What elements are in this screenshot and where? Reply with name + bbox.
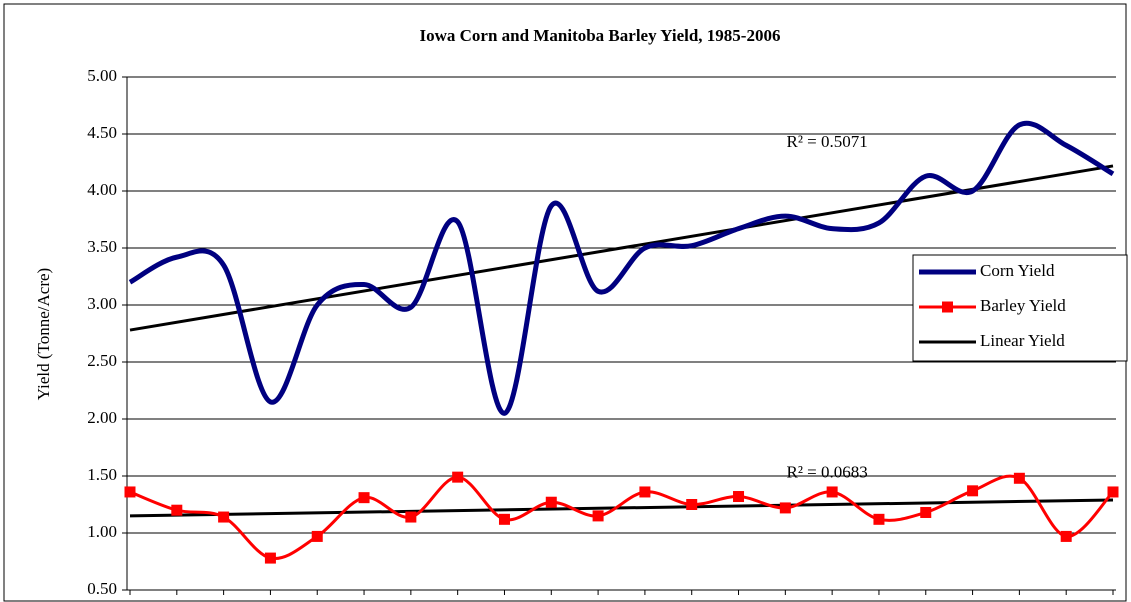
y-tick-label: 4.50 — [87, 123, 117, 142]
marker — [826, 486, 838, 498]
marker — [1107, 486, 1119, 498]
x-tick-label: 2005 — [1049, 598, 1083, 602]
x-tick-label: 1987 — [207, 598, 242, 602]
legend-label: Corn Yield — [980, 261, 1055, 280]
y-tick-label: 3.00 — [87, 294, 117, 313]
y-axis-label: Yield (Tonne/Acre) — [34, 268, 53, 400]
marker — [1060, 530, 1072, 542]
x-tick-label: 1999 — [768, 598, 802, 602]
y-tick-label: 2.50 — [87, 351, 117, 370]
y-tick-label: 1.50 — [87, 465, 117, 484]
marker — [639, 486, 651, 498]
x-tick-label: 1995 — [581, 598, 615, 602]
series-line — [128, 120, 1115, 416]
legend-marker — [942, 301, 953, 313]
y-tick-label: 1.00 — [87, 522, 117, 541]
marker — [452, 471, 464, 483]
x-tick-label: 2003 — [956, 598, 990, 602]
x-tick-label: 1997 — [675, 598, 710, 602]
y-tick-label: 4.00 — [87, 180, 117, 199]
marker — [311, 530, 323, 542]
marker — [171, 504, 183, 516]
legend-label: Barley Yield — [980, 296, 1066, 315]
x-tick-label: 1991 — [394, 598, 428, 602]
marker — [779, 502, 791, 514]
annotation: R² = 0.5071 — [787, 132, 868, 151]
x-tick-label: 1989 — [300, 598, 334, 602]
y-tick-label: 0.50 — [87, 579, 117, 598]
marker — [405, 511, 417, 523]
marker — [920, 506, 932, 518]
marker — [264, 552, 276, 564]
marker — [733, 491, 745, 503]
marker — [498, 513, 510, 525]
marker — [1013, 472, 1025, 484]
legend: Corn Yield Barley Yield Linear Yield — [912, 254, 1128, 362]
marker — [873, 513, 885, 525]
trend-line — [129, 164, 1114, 332]
marker — [358, 492, 370, 504]
y-tick-label: 3.50 — [87, 237, 117, 256]
annotation: R² = 0.0683 — [787, 463, 868, 482]
marker — [124, 486, 136, 498]
marker — [686, 499, 698, 510]
marker — [967, 485, 979, 497]
marker — [218, 511, 230, 523]
x-tick-label: 2001 — [862, 598, 896, 602]
marker — [592, 510, 604, 522]
marker — [545, 496, 557, 508]
legend-label: Linear Yield — [980, 331, 1065, 350]
x-tick-label: 1985 — [113, 598, 147, 602]
chart-title: Iowa Corn and Manitoba Barley Yield, 198… — [420, 26, 781, 45]
x-tick-label: 1993 — [487, 598, 521, 602]
y-tick-label: 2.00 — [87, 408, 117, 427]
y-tick-label: 5.00 — [87, 66, 117, 85]
series-line — [129, 474, 1115, 560]
